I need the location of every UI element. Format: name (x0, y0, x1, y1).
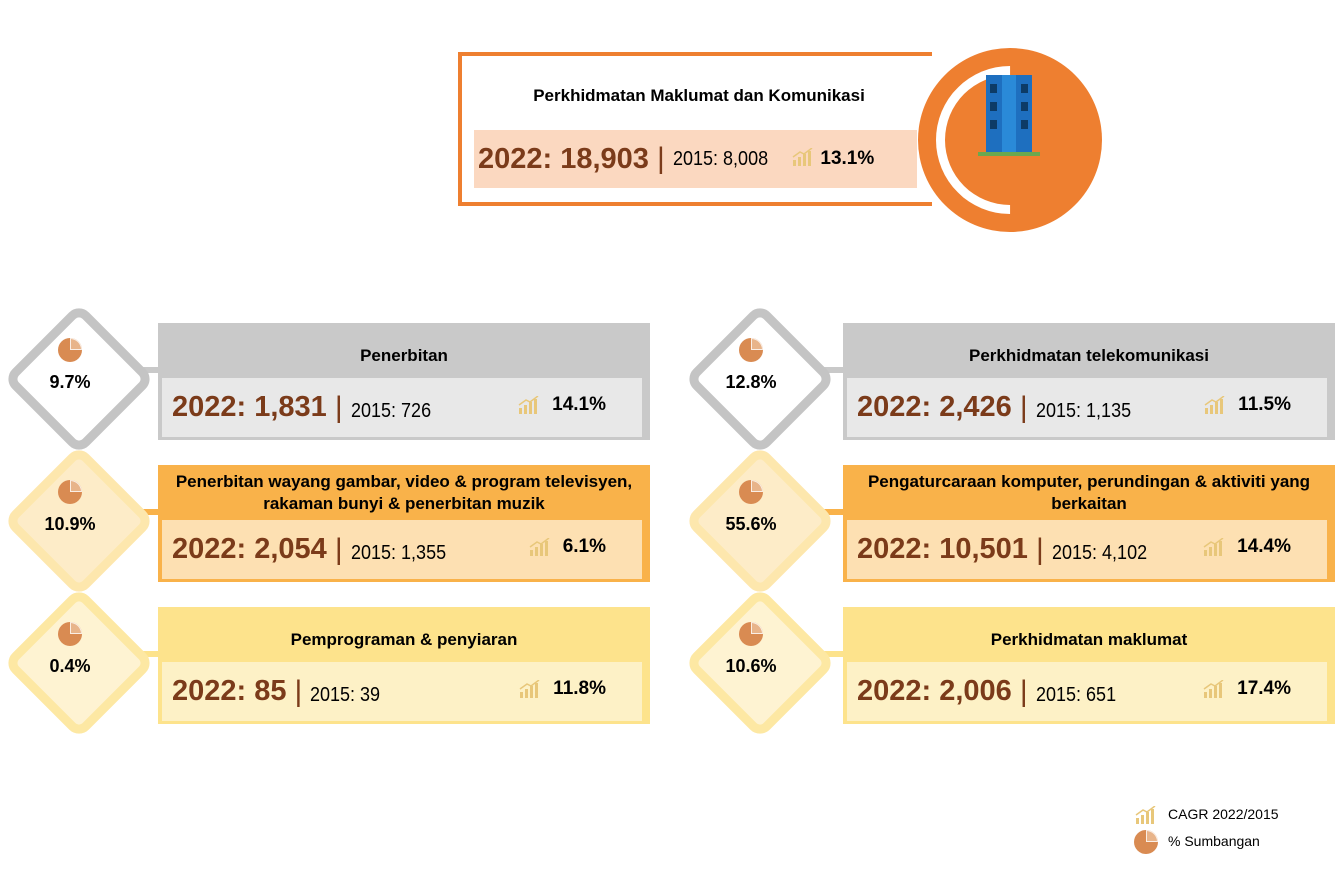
cagr: 14.1% (552, 393, 606, 415)
cagr: 14.4% (1237, 535, 1291, 557)
value-2022: 2022: 2,426 (857, 391, 1012, 423)
value-2015: 2015: 39 (310, 684, 381, 706)
separator: | (334, 390, 343, 424)
value-2015: 2015: 4,102 (1051, 542, 1147, 564)
card-values: 2022: 2,426 | 2015: 1,135 11.5% (847, 378, 1327, 437)
separator: | (656, 142, 665, 175)
separator: | (1019, 674, 1028, 708)
separator: | (334, 532, 343, 566)
cagr: 11.8% (553, 677, 606, 699)
share: 9.7% (49, 372, 91, 392)
legend-share: % Sumbangan (1168, 833, 1260, 849)
share: 55.6% (725, 514, 777, 534)
cagr-icon (1203, 537, 1225, 561)
legend-share-icon (1133, 829, 1159, 860)
card-values: 2022: 85 | 2015: 39 11.8% (162, 662, 642, 721)
value-2022: 2022: 85 (172, 675, 287, 707)
value-2022: 2022: 10,501 (857, 533, 1028, 565)
share-icon (738, 337, 764, 368)
cagr: 13.1% (820, 148, 875, 169)
value-2015: 2015: 1,355 (350, 542, 446, 564)
card-title: Perkhidmatan maklumat (990, 630, 1188, 649)
card-values: 2022: 1,831 | 2015: 726 14.1% (162, 378, 642, 437)
value-2015: 2015: 8,008 (672, 147, 768, 170)
cagr-icon (1203, 679, 1225, 703)
card-values: 2022: 2,006 | 2015: 651 17.4% (847, 662, 1327, 721)
cagr-icon (519, 679, 541, 703)
share-icon (57, 337, 83, 368)
value-2015: 2015: 651 (1035, 684, 1116, 706)
cagr-icon (1204, 395, 1226, 419)
cagr-icon (518, 395, 540, 419)
share-icon (57, 479, 83, 510)
value-2022: 2022: 2,054 (172, 533, 327, 565)
share: 12.8% (725, 372, 777, 392)
share: 10.6% (725, 656, 777, 676)
card-title: Penerbitan wayang gambar, video & progra… (175, 472, 633, 513)
legend-cagr: CAGR 2022/2015 (1168, 806, 1279, 822)
card-title: Penerbitan (360, 346, 448, 365)
header-values: 2022: 18,903 | 2015: 8,008 13.1% (474, 130, 917, 188)
value-2015: 2015: 726 (350, 400, 431, 422)
cagr-icon (792, 146, 814, 171)
separator: | (1035, 532, 1044, 566)
cagr: 6.1% (562, 535, 606, 557)
building-icon (974, 70, 1044, 165)
header-title: Perkhidmatan Maklumat dan Komunikasi (533, 86, 865, 105)
share-icon (738, 621, 764, 652)
separator: | (1019, 390, 1028, 424)
card-title: Pemprograman & penyiaran (290, 630, 518, 649)
value-2022: 2022: 18,903 (478, 142, 649, 175)
value-2022: 2022: 1,831 (172, 391, 327, 423)
value-2015: 2015: 1,135 (1035, 400, 1131, 422)
legend-cagr-icon (1135, 805, 1157, 829)
share: 0.4% (49, 656, 91, 676)
share-icon (57, 621, 83, 652)
cagr: 11.5% (1238, 393, 1291, 415)
share-icon (738, 479, 764, 510)
cagr: 17.4% (1237, 677, 1291, 699)
card-values: 2022: 2,054 | 2015: 1,355 6.1% (162, 520, 642, 579)
card-title: Pengaturcaraan komputer, perundingan & a… (867, 472, 1311, 513)
separator: | (294, 674, 303, 708)
value-2022: 2022: 2,006 (857, 675, 1012, 707)
share: 10.9% (44, 514, 96, 534)
card-values: 2022: 10,501 | 2015: 4,102 14.4% (847, 520, 1327, 579)
card-title: Perkhidmatan telekomunikasi (969, 346, 1209, 365)
cagr-icon (529, 537, 551, 561)
